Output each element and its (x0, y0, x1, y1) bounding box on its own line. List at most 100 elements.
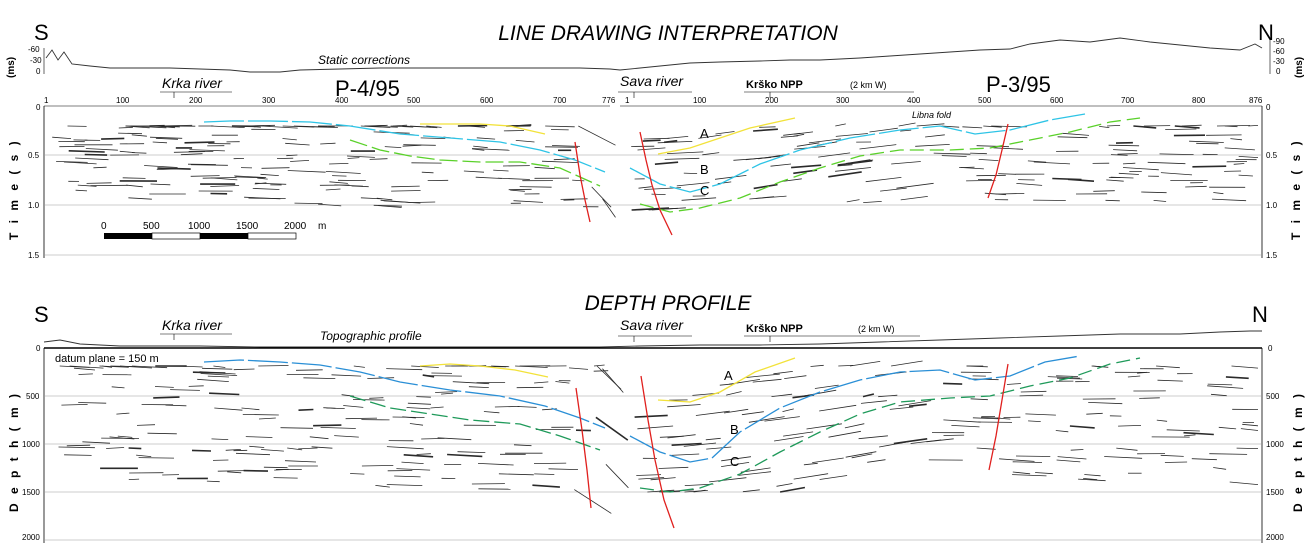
reflector-stroke (202, 177, 237, 179)
reflector-stroke (1122, 167, 1159, 171)
reflector-stroke (959, 167, 984, 170)
reflector-stroke (257, 177, 268, 180)
reflector-stroke (180, 153, 203, 156)
reflector-stroke (78, 402, 107, 404)
reflector-stroke (896, 182, 934, 189)
reflector-stroke (742, 489, 760, 493)
reflector-stroke (483, 411, 500, 414)
top-horizon-b: B (700, 162, 709, 177)
reflector-stroke (635, 208, 660, 211)
reflector-stroke (285, 142, 310, 146)
reflector-stroke (106, 447, 125, 449)
reflector-stroke (273, 477, 298, 479)
reflector-stroke (976, 145, 1010, 148)
reflector-stroke (738, 471, 772, 476)
reflector-stroke (430, 406, 444, 409)
reflector-stroke (835, 167, 872, 172)
reflector-stroke (1055, 430, 1069, 433)
reflector-stroke (859, 144, 897, 150)
reflector-stroke (705, 437, 721, 441)
reflector-stroke (545, 125, 575, 128)
depth-axis-label-left: D e p t h ( m ) (7, 391, 21, 512)
reflector-stroke (209, 392, 240, 396)
reflector-stroke (726, 391, 742, 396)
time-ticks-left: 0 0.5 1.0 1.5 (28, 103, 41, 260)
bottom-reflector-lines (58, 360, 1259, 514)
ms-tick: 0 (36, 67, 41, 76)
reflector-stroke (84, 153, 108, 156)
reflector-stroke (724, 408, 749, 414)
reflector-stroke (295, 369, 323, 371)
reflector-stroke (1110, 176, 1134, 179)
reflector-stroke (1238, 156, 1259, 158)
reflector-stroke (375, 485, 390, 488)
depth-horizon-c-darkgreen-2 (639, 357, 1141, 493)
reflector-stroke (753, 128, 778, 132)
reflector-stroke (1118, 425, 1142, 427)
reflector-stroke (152, 141, 168, 144)
reflector-stroke (943, 382, 963, 385)
bottom-south-label: S (34, 302, 49, 327)
reflector-stroke (258, 417, 276, 420)
reflector-stroke (667, 136, 689, 139)
cdp-tick: 800 (1192, 96, 1206, 105)
reflector-stroke (318, 203, 342, 207)
depth-fault-3 (988, 363, 1009, 471)
time-tick: 0 (36, 103, 41, 112)
reflector-stroke (1025, 413, 1056, 416)
reflector-stroke (437, 437, 472, 441)
reflector-stroke (409, 423, 424, 426)
reflector-stroke (794, 131, 814, 135)
reflector-stroke (403, 454, 434, 458)
cdp-tick: 300 (836, 96, 850, 105)
reflector-stroke (1211, 198, 1247, 202)
reflector-stroke (329, 163, 349, 165)
reflector-stroke (233, 368, 255, 371)
reflector-stroke (452, 381, 490, 385)
reflector-stroke (893, 438, 928, 445)
reflector-stroke (828, 171, 862, 178)
reflector-stroke (1127, 375, 1141, 378)
reflector-stroke (249, 445, 265, 448)
reflector-stroke (1092, 365, 1109, 368)
reflector-stroke (1213, 467, 1227, 470)
depth-tick: 0 (1268, 344, 1273, 353)
bottom-horizon-a: A (724, 368, 733, 383)
libna-fold-label: Libna fold (912, 110, 952, 120)
reflector-stroke (309, 436, 329, 440)
reflector-stroke (1078, 478, 1106, 482)
reflector-stroke (1047, 376, 1080, 379)
reflector-stroke (1240, 428, 1259, 431)
reflector-stroke (188, 385, 204, 387)
reflector-stroke (235, 176, 265, 179)
reflector-stroke (683, 442, 717, 447)
reflector-stroke (1033, 161, 1071, 165)
reflector-stroke (280, 427, 314, 429)
reflector-stroke (69, 365, 104, 369)
reflector-stroke (915, 144, 950, 147)
reflector-stroke (303, 377, 336, 379)
reflector-stroke (793, 473, 829, 480)
reflector-stroke (427, 375, 462, 377)
time-tick: 1.0 (28, 201, 40, 210)
cdp-tick: 200 (765, 96, 779, 105)
reflector-stroke (808, 138, 841, 144)
cdp-tick: 500 (978, 96, 992, 105)
reflector-stroke (329, 181, 348, 184)
bottom-krsko-note: (2 km W) (858, 324, 895, 334)
time-axis-label-left: T i m e ( s ) (7, 138, 21, 240)
reflector-stroke (1216, 125, 1251, 127)
reflector-stroke (155, 137, 179, 140)
reflector-stroke (210, 177, 238, 181)
fault-3 (987, 123, 1009, 199)
reflector-stroke (719, 383, 736, 386)
top-title: LINE DRAWING INTERPRETATION (498, 22, 838, 45)
reflector-stroke (837, 159, 873, 166)
reflector-stroke (122, 177, 146, 179)
cdp-tick: 300 (262, 96, 276, 105)
reflector-stroke (638, 477, 665, 480)
reflector-stroke (972, 417, 1000, 420)
reflector-stroke (709, 477, 747, 483)
reflector-stroke (916, 123, 945, 127)
reflector-stroke (764, 416, 800, 422)
